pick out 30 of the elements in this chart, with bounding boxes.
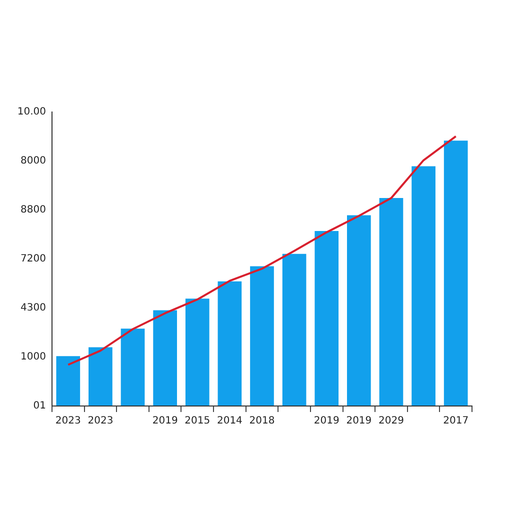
x-tick-label: 2015 [184,416,210,427]
bar [88,347,112,406]
x-tick-label: 2014 [216,416,242,427]
bar [412,166,436,406]
x-tick-label: 2029 [378,416,404,427]
text: 8800 [20,204,46,216]
bar [347,215,371,406]
text: 8000 [20,156,46,167]
bar [444,140,468,406]
x-tick-label: 2019 [346,416,372,427]
bar [282,254,306,406]
text: 1000 [20,352,46,363]
x-tick-label: 2019 [152,416,178,427]
bar [185,298,210,406]
text: 7200 [20,254,46,265]
x-tick-label: 2023 [88,416,114,427]
x-tick-label: 2023 [55,416,81,427]
text: 01 [33,400,46,412]
bar [379,198,404,406]
bar [218,281,242,406]
text: 4300 [20,302,46,314]
text: 10.00 [17,106,46,118]
bar [153,310,177,406]
bar [120,328,145,406]
x-tick-label: 2019 [314,416,340,427]
bar [314,230,339,406]
bar [250,266,274,406]
x-tick-label: 2017 [443,416,469,427]
x-tick-label: 2018 [249,416,275,427]
bar [56,356,80,406]
